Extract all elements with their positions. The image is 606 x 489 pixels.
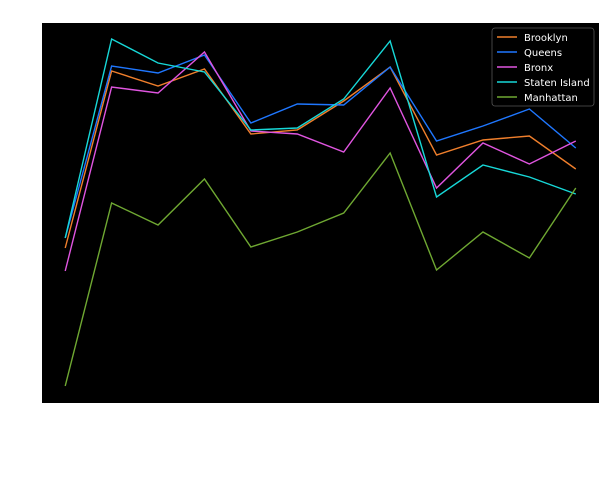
legend-label: Bronx	[524, 63, 553, 74]
series-line-brooklyn	[64, 65, 577, 249]
legend: Brooklyn Queens Bronx Staten Island Manhatta…	[491, 27, 595, 107]
legend-label: Queens	[524, 48, 562, 59]
legend-label: Manhattan	[524, 93, 578, 104]
series-line-bronx	[64, 50, 577, 272]
legend-label: Staten Island	[524, 78, 590, 89]
series-line-queens	[64, 54, 577, 239]
legend-label: Brooklyn	[524, 33, 568, 44]
series-line-manhattan	[64, 151, 577, 387]
series-line-staten-island	[64, 37, 577, 239]
